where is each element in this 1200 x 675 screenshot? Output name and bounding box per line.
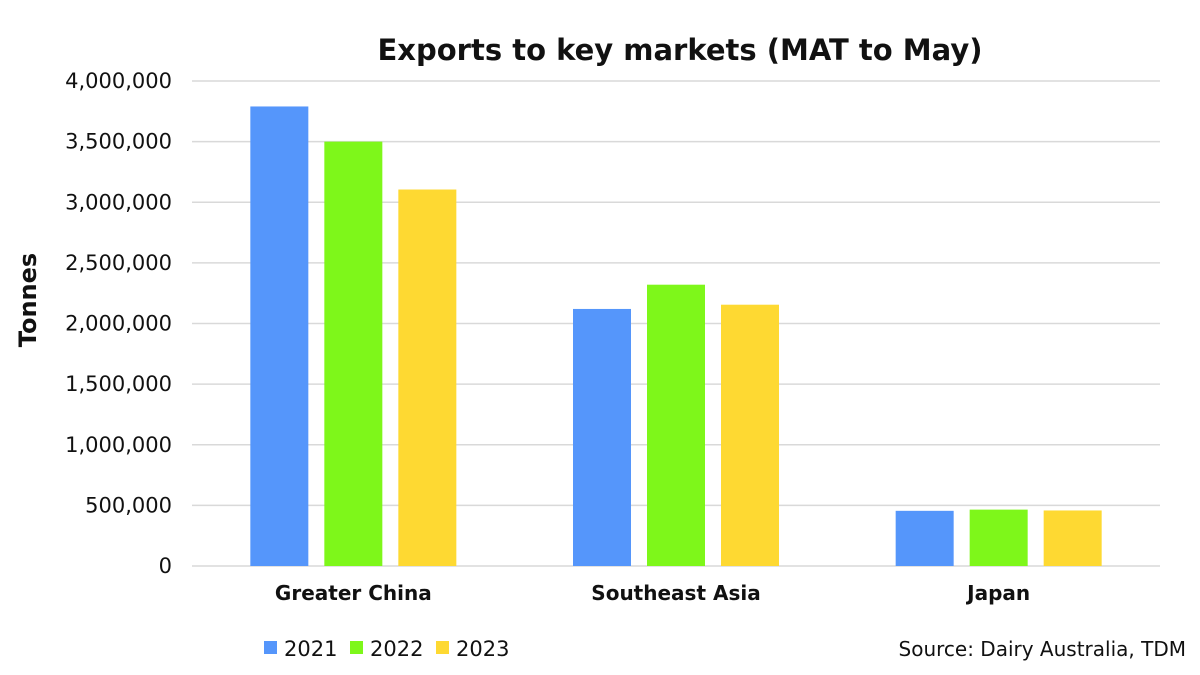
x-category-label: Japan: [965, 581, 1030, 605]
y-axis-label: Tonnes: [14, 253, 42, 347]
y-tick-label: 2,000,000: [65, 312, 172, 336]
y-tick-label: 0: [159, 554, 172, 578]
y-tick-label: 4,000,000: [65, 69, 172, 93]
legend-label: 2022: [370, 637, 423, 661]
bars: [250, 106, 1102, 567]
y-tick-label: 1,000,000: [65, 433, 172, 457]
legend-label: 2023: [456, 637, 509, 661]
y-tick-label: 2,500,000: [65, 251, 172, 275]
bar-2023-southeast-asia: [721, 304, 779, 566]
legend-swatch-2022: [350, 641, 363, 654]
bar-2022-japan: [969, 509, 1028, 566]
bar-2022-greater-china: [324, 141, 383, 566]
bar-2022-southeast-asia: [647, 284, 705, 566]
bar-2021-southeast-asia: [573, 308, 631, 566]
legend-swatch-2021: [264, 641, 277, 654]
legend: 2021 2022 2023: [264, 637, 509, 661]
source-note: Source: Dairy Australia, TDM: [899, 637, 1186, 661]
x-category-label: Greater China: [275, 581, 432, 605]
y-tick-label: 1,500,000: [65, 372, 172, 396]
y-tick-label: 3,000,000: [65, 190, 172, 214]
legend-swatch-2023: [436, 641, 449, 654]
x-axis-categories: Greater China Southeast Asia Japan: [275, 581, 1030, 605]
bar-2023-greater-china: [398, 189, 457, 567]
y-tick-label: 500,000: [85, 493, 172, 517]
y-axis-ticks: 0 500,000 1,000,000 1,500,000 2,000,000 2,500…: [65, 69, 172, 578]
bar-2023-japan: [1043, 510, 1102, 566]
y-tick-label: 3,500,000: [65, 130, 172, 154]
chart-title: Exports to key markets (MAT to May): [377, 33, 982, 67]
bar-2021-japan: [895, 510, 954, 566]
legend-label: 2021: [284, 637, 337, 661]
bar-2021-greater-china: [250, 106, 309, 567]
x-category-label: Southeast Asia: [591, 581, 760, 605]
